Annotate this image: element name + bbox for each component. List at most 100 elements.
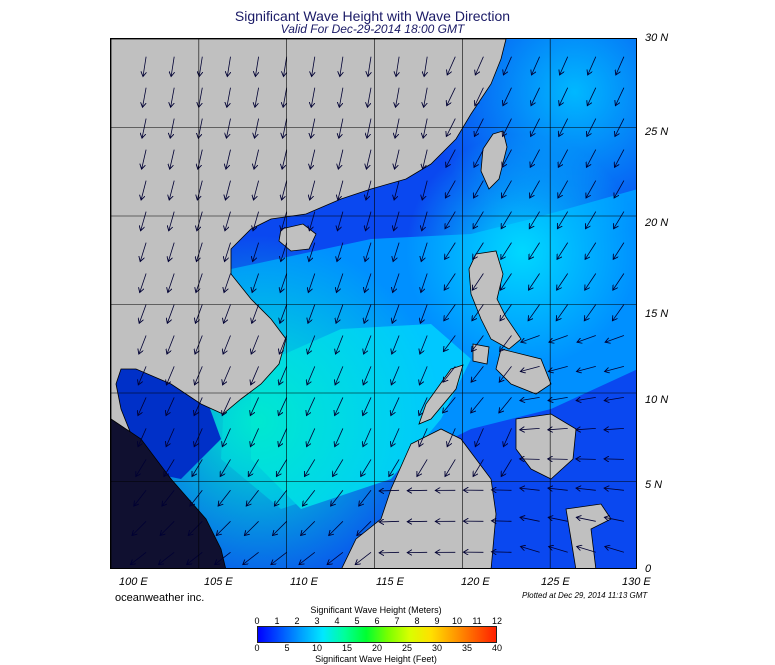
wave-direction-arrow: [520, 366, 540, 371]
wave-direction-arrow: [336, 304, 344, 324]
wave-direction-arrow: [309, 242, 316, 262]
wave-direction-arrow: [501, 211, 512, 229]
wave-direction-arrow: [224, 304, 231, 324]
wave-direction-arrow: [226, 118, 231, 139]
wave-direction-arrow: [199, 56, 202, 77]
wave-direction-arrow: [243, 551, 259, 564]
wave-direction-arrow: [394, 180, 400, 200]
wave-direction-arrow: [253, 211, 259, 231]
wave-direction-arrow: [246, 490, 259, 506]
wave-direction-arrow: [162, 490, 175, 506]
lon-label-120e: 120 E: [461, 576, 490, 588]
lon-label-100e: 100 E: [119, 576, 148, 588]
meters-tick-6: 6: [374, 616, 380, 626]
wave-direction-arrow: [140, 273, 147, 293]
wave-direction-arrow: [355, 551, 372, 564]
feet-tick-40: 40: [491, 643, 503, 653]
wave-direction-arrow: [604, 459, 624, 460]
wave-direction-arrow: [168, 273, 175, 293]
wave-direction-arrow: [392, 304, 400, 324]
wave-direction-arrow: [282, 180, 288, 200]
wave-direction-arrow: [142, 118, 147, 139]
wave-direction-arrow: [190, 490, 203, 506]
wave-direction-arrow: [195, 366, 203, 385]
wave-direction-arrow: [225, 180, 231, 200]
wave-direction-arrow: [299, 551, 316, 564]
wave-direction-arrow: [549, 335, 568, 343]
wave-direction-arrow: [139, 304, 147, 324]
wave-direction-arrow: [250, 428, 259, 446]
wave-direction-arrow: [604, 488, 624, 490]
wave-direction-arrow: [379, 490, 400, 491]
lat-label-10n: 10 N: [645, 394, 669, 406]
wave-direction-arrow: [379, 552, 400, 553]
wave-direction-arrow: [197, 180, 203, 200]
wave-direction-arrow: [357, 521, 372, 535]
wave-direction-arrow: [307, 366, 316, 385]
meters-tick-7: 7: [394, 616, 400, 626]
wave-direction-arrow: [445, 242, 456, 260]
wave-direction-arrow: [171, 87, 175, 108]
wave-direction-arrow: [280, 273, 288, 293]
wave-direction-arrow: [169, 211, 175, 231]
wave-direction-arrow: [559, 87, 569, 106]
wave-direction-arrow: [391, 397, 400, 415]
wave-direction-arrow: [577, 366, 596, 371]
wave-direction-arrow: [424, 87, 428, 108]
wave-direction-arrow: [136, 459, 147, 476]
meters-tick-4: 4: [334, 616, 340, 626]
wave-direction-arrow: [492, 552, 512, 553]
wave-direction-arrow: [281, 242, 288, 262]
wave-direction-arrow: [255, 56, 258, 77]
wave-direction-arrow: [282, 149, 288, 170]
wave-direction-arrow: [520, 428, 540, 429]
wave-direction-arrow: [305, 459, 316, 476]
wave-direction-arrow: [340, 56, 343, 77]
wave-direction-arrow: [333, 459, 344, 476]
wave-direction-arrow: [364, 335, 372, 355]
wave-direction-arrow: [254, 180, 259, 200]
wave-direction-arrow: [199, 87, 203, 108]
wave-direction-arrow: [529, 242, 540, 260]
wave-direction-arrow: [422, 180, 428, 200]
wave-direction-arrow: [472, 304, 484, 321]
color-scale-bar: [257, 626, 497, 643]
wave-direction-arrow: [284, 56, 287, 77]
lat-label-20n: 20 N: [645, 217, 669, 229]
lat-label-25n: 25 N: [645, 126, 669, 138]
wave-direction-arrow: [420, 335, 428, 355]
wave-direction-arrow: [309, 211, 316, 231]
wave-direction-arrow: [529, 211, 540, 229]
wave-direction-arrow: [251, 335, 259, 355]
wave-direction-arrow: [471, 366, 484, 382]
meters-tick-10: 10: [451, 616, 463, 626]
wave-map[interactable]: [110, 38, 637, 569]
wave-direction-arrow: [311, 118, 316, 139]
wave-direction-arrow: [166, 366, 175, 385]
wave-direction-arrow: [307, 428, 316, 446]
wave-direction-arrow: [604, 397, 624, 400]
wave-direction-arrow: [424, 56, 427, 77]
wave-direction-arrow: [223, 335, 231, 355]
meters-tick-0: 0: [254, 616, 260, 626]
wave-direction-arrow: [520, 488, 540, 490]
wave-direction-arrow: [443, 335, 456, 352]
wave-direction-arrow: [280, 304, 288, 324]
land: [111, 39, 612, 568]
wave-direction-arrow: [529, 273, 540, 291]
wave-direction-arrow: [501, 459, 512, 476]
wave-direction-arrow: [576, 488, 596, 490]
wave-direction-arrow: [576, 517, 596, 522]
wave-direction-arrow: [301, 521, 316, 535]
wave-direction-arrow: [130, 551, 147, 564]
wave-direction-arrow: [471, 397, 484, 413]
wave-direction-arrow: [194, 397, 203, 415]
feet-tick-30: 30: [431, 643, 443, 653]
wave-direction-arrow: [577, 547, 596, 553]
wave-direction-arrow: [521, 547, 540, 553]
wave-direction-arrow: [143, 56, 146, 77]
wave-direction-arrow: [166, 397, 175, 415]
wave-direction-arrow: [475, 56, 484, 75]
wave-direction-arrow: [222, 428, 231, 446]
wave-direction-arrow: [500, 304, 512, 321]
